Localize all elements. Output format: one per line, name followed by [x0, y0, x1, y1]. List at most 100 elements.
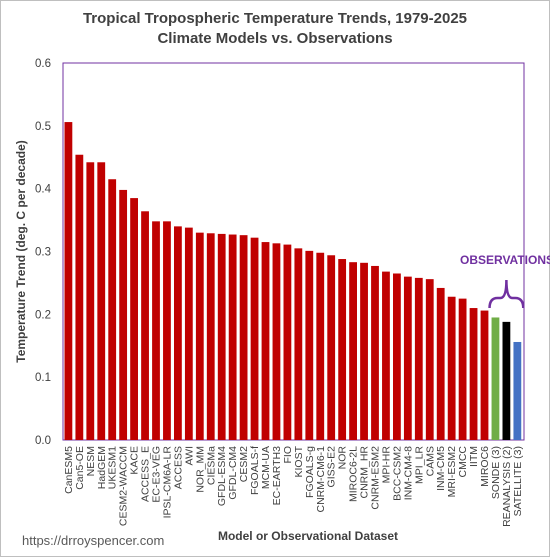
x-tick-label: KACE	[129, 446, 141, 475]
bar	[195, 232, 204, 440]
x-tick-label: CNRM-CM6-1	[315, 446, 327, 513]
y-tick-label: 0.3	[35, 247, 51, 259]
bar	[447, 296, 456, 440]
x-tick-label: ACCESS	[172, 446, 184, 489]
bar	[491, 317, 500, 440]
bar	[316, 252, 325, 440]
x-tick-label: CESM2	[238, 446, 250, 482]
x-tick-label: FIO	[282, 446, 294, 464]
bar	[425, 279, 434, 440]
bar	[119, 189, 128, 440]
observations-brace	[488, 279, 525, 309]
x-tick-label: IITM	[468, 446, 480, 467]
x-tick-label: AWI	[183, 446, 195, 465]
x-tick-label: SONDE (3)	[490, 446, 502, 499]
x-tick-label: Can5-OE	[74, 446, 86, 490]
x-tick-label: EC-EARTH3	[271, 446, 283, 505]
bar	[228, 234, 237, 440]
bar	[261, 242, 270, 440]
bar	[458, 298, 467, 440]
x-tick-label: MPI-HR	[380, 446, 392, 484]
y-tick-label: 0.4	[35, 184, 52, 196]
bar	[469, 308, 478, 440]
bar	[163, 221, 171, 440]
bar	[502, 321, 511, 440]
chart-title: Tropical Tropospheric Temperature Trends…	[82, 10, 468, 27]
chart-subtitle: Climate Models vs. Observations	[157, 30, 393, 47]
y-axis-title: Temperature Trend (deg. C per decade)	[14, 140, 28, 363]
x-tick-label: CMCC	[457, 446, 469, 478]
bar	[130, 198, 138, 440]
bar	[371, 265, 379, 440]
x-tick-label: REANALYSIS (2)	[501, 446, 513, 527]
x-tick-label: INM-CM5	[435, 446, 447, 491]
bar	[152, 221, 160, 440]
x-tick-label: BCC-CSM2	[391, 446, 403, 501]
bar	[513, 341, 522, 440]
x-tick-label: EC-E3-VEG	[151, 446, 163, 503]
bar	[217, 233, 226, 440]
bar	[403, 276, 412, 440]
x-tick-label: NOR	[337, 446, 349, 470]
x-tick-label: MIROC6-2L	[348, 446, 360, 502]
bar	[64, 122, 73, 441]
x-tick-label: MIROC6	[479, 446, 491, 487]
bar	[393, 273, 401, 440]
y-tick-label: 0.5	[35, 121, 51, 133]
x-tick-label: GISS-E2	[326, 446, 338, 488]
bar	[382, 271, 390, 440]
bar	[436, 287, 445, 440]
bar	[141, 211, 149, 440]
x-tick-label: KIOST	[293, 445, 305, 477]
bar	[338, 259, 347, 440]
bar	[250, 237, 259, 440]
x-tick-label: CESM2-WACCM	[118, 446, 130, 526]
x-tick-label: FGOALS-g	[304, 446, 316, 498]
bar	[294, 248, 303, 440]
bar	[480, 310, 489, 440]
x-tick-label: UKESM1	[107, 446, 119, 489]
x-tick-label: FGOALS-f	[249, 446, 261, 495]
bar	[184, 227, 193, 440]
x-tick-label: INM-CM4-8	[402, 446, 414, 500]
x-tick-label: HadGEM	[96, 446, 108, 489]
x-tick-label: GFDL-CM4	[227, 446, 239, 500]
bar	[360, 262, 368, 440]
x-tick-label: CNRM-ESM2	[370, 446, 382, 510]
x-tick-label: SATELLITE (3)	[512, 446, 524, 516]
x-tick-label: NOR_MM	[194, 446, 206, 493]
x-axis-title: Model or Observational Dataset	[218, 529, 398, 543]
x-tick-label: CNRM_HR	[359, 446, 371, 499]
bar	[206, 233, 215, 440]
y-tick-label: 0.6	[35, 58, 51, 70]
bar	[108, 179, 117, 440]
x-tick-label: CAMS	[424, 446, 436, 476]
x-tick-label: GFDL-ESM4	[216, 446, 228, 506]
y-ticks: 0.0 0.1 0.2 0.3 0.4 0.5 0.6	[35, 58, 52, 447]
bar	[97, 162, 106, 440]
x-tick-label: IPSL-CM6A-LR	[161, 446, 173, 519]
plot-border	[62, 62, 525, 441]
bar	[327, 255, 336, 440]
bar	[174, 226, 182, 440]
bar	[305, 250, 314, 440]
bar	[239, 235, 248, 440]
source-url: https://drroyspencer.com	[22, 533, 165, 548]
x-tick-label: ACCESS_E	[140, 446, 152, 502]
observations-label: OBSERVATIONS	[460, 253, 550, 267]
bar	[283, 244, 292, 440]
x-tick-label: NESM	[85, 446, 97, 476]
bar	[349, 262, 357, 440]
bar	[414, 277, 423, 440]
y-tick-label: 0.0	[35, 435, 51, 447]
x-tick-label: MPI_LR	[413, 446, 425, 484]
bar	[86, 162, 95, 440]
bar	[272, 243, 281, 440]
bar	[75, 154, 84, 440]
x-tick-label: MRI-ESM2	[446, 446, 458, 497]
x-tick-label: CIESMa	[205, 446, 217, 485]
y-tick-label: 0.1	[35, 372, 51, 384]
x-tick-label: MCM-UA	[260, 446, 272, 489]
x-tick-labels: CanESM5Can5-OENESMHadGEMUKESM1CESM2-WACC…	[63, 445, 524, 526]
